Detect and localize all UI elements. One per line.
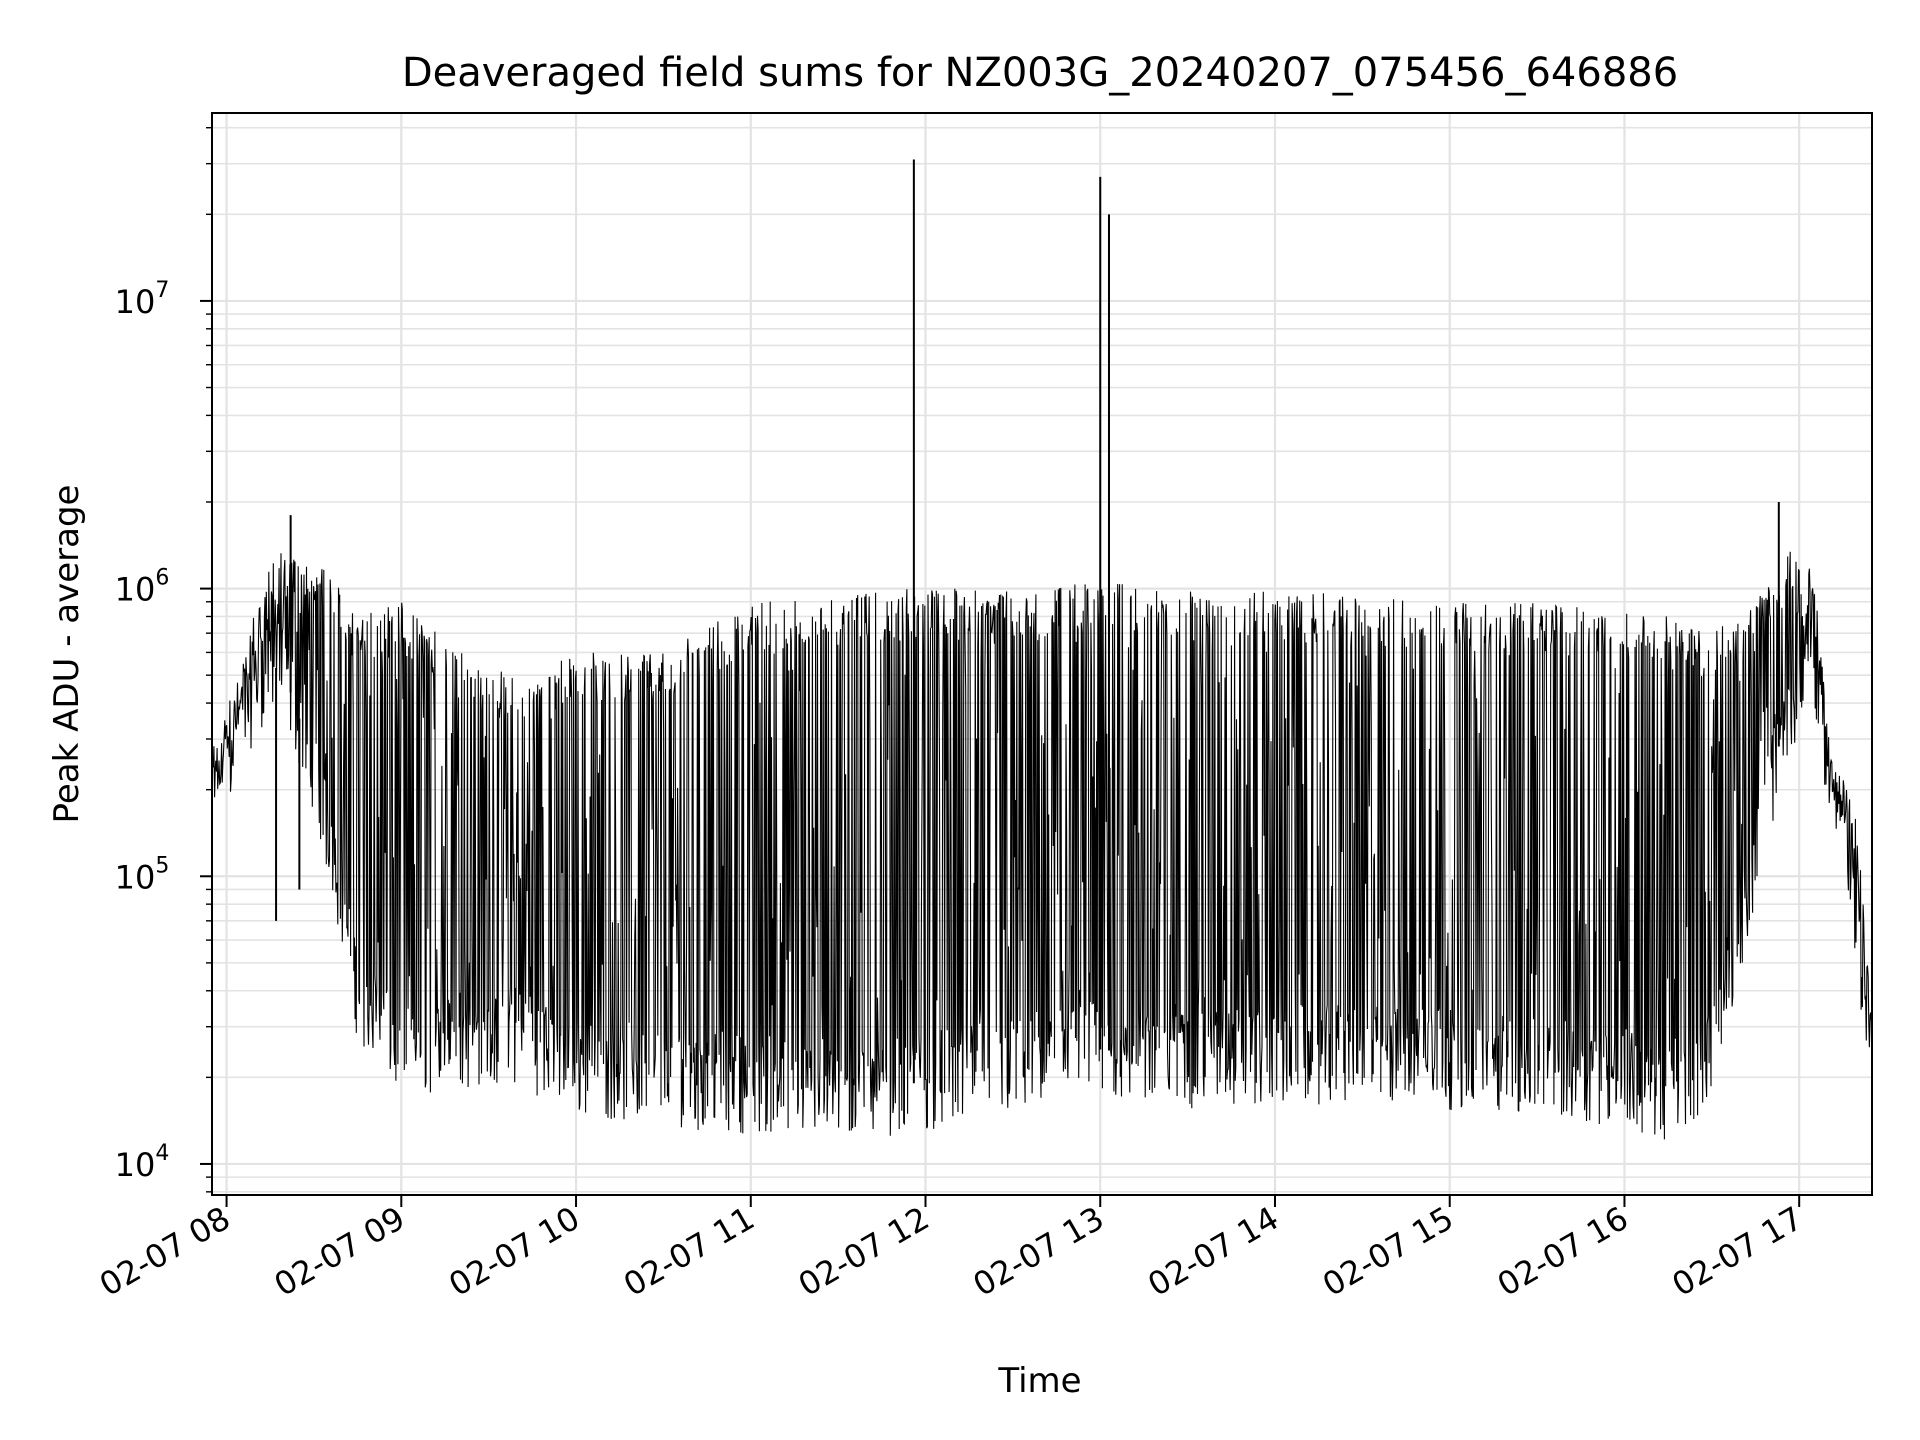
y-tick-label: 104 (115, 1141, 170, 1184)
y-tick-label: 105 (115, 853, 170, 896)
y-tick-label: 107 (115, 278, 170, 321)
chart-title: Deaveraged field sums for NZ003G_2024020… (402, 50, 1678, 96)
series-line (211, 551, 1873, 1140)
series-layer (211, 159, 1873, 1140)
x-axis-label: Time (997, 1361, 1081, 1401)
plot-frame (211, 112, 1873, 1196)
y-axis-label: Peak ADU - average (47, 485, 87, 824)
y-tick-label: 106 (115, 566, 170, 609)
